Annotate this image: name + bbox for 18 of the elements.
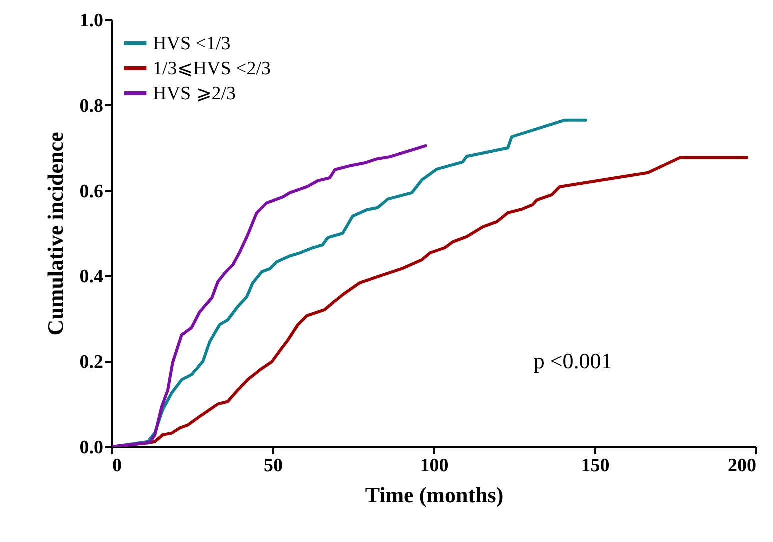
annotation: p <0.001	[534, 348, 612, 374]
line-series	[112, 144, 428, 447]
x-tick-label: 200	[728, 456, 756, 476]
x-tick-label: 100	[420, 456, 449, 476]
y-tick-label: 0.8	[80, 96, 104, 117]
legend-label: HVS <1/3	[153, 34, 231, 54]
y-tick-label: 0.6	[80, 181, 104, 202]
y-tick-label: 0.4	[80, 266, 104, 288]
x-tick-label: 150	[581, 456, 610, 476]
x-axis-title: Time (months)	[365, 482, 504, 508]
y-tick-label: 0.0	[80, 438, 104, 458]
x-tick-label: 50	[264, 456, 283, 476]
y-tick-label: 0.2	[80, 352, 104, 374]
legend-label: 1/3⩽HVS <2/3	[153, 58, 272, 80]
legend-label: HVS ⩾2/3	[153, 84, 236, 104]
y-axis-title: Cumulative incidence	[42, 132, 68, 336]
x-tick-label: 0	[112, 456, 122, 476]
y-tick-label: 1.0	[80, 10, 104, 32]
